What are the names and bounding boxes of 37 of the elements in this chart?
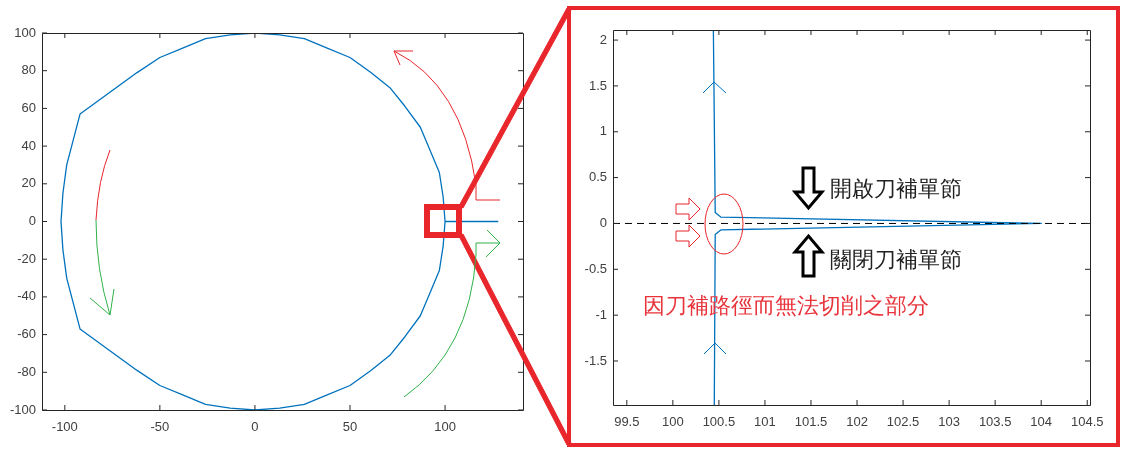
y-tick-label: 100 <box>14 24 36 40</box>
y-tick-label: 0 <box>28 213 36 229</box>
x-tick-label: 103.5 <box>978 414 1012 430</box>
y-tick-label: -60 <box>17 326 36 342</box>
y-tick-label: -1.5 <box>584 352 607 368</box>
x-tick-label: -50 <box>150 419 170 435</box>
x-tick-label: 100 <box>662 414 684 430</box>
x-tick-label: 104 <box>1030 414 1053 430</box>
annotation: 開啟刀補單節 <box>830 175 963 204</box>
y-tick-label: 20 <box>21 175 36 191</box>
annotation: 關閉刀補單節 <box>830 246 963 275</box>
x-tick-label: 50 <box>342 419 358 435</box>
y-tick-label: 1 <box>599 123 607 139</box>
x-tick-label: -100 <box>51 419 78 435</box>
y-tick-label: 40 <box>21 137 36 153</box>
y-tick-label: 2 <box>599 31 607 47</box>
y-tick-label: 80 <box>21 62 36 78</box>
y-tick-label: -100 <box>9 401 36 417</box>
y-tick-label: -0.5 <box>584 260 607 276</box>
y-tick-label: 60 <box>21 99 36 115</box>
x-tick-label: 101 <box>754 414 776 430</box>
x-tick-label: 102.5 <box>886 414 920 430</box>
x-tick-label: 99.5 <box>614 414 640 430</box>
y-tick-label: 0.5 <box>588 169 607 185</box>
x-tick-label: 102 <box>846 414 868 430</box>
x-tick-label: 100.5 <box>702 414 736 430</box>
x-tick-label: 104.5 <box>1070 414 1104 430</box>
y-tick-label: -1 <box>595 306 607 322</box>
x-tick-label: 100 <box>434 419 456 435</box>
y-tick-label: -40 <box>17 288 36 304</box>
x-tick-label: 103 <box>938 414 960 430</box>
y-tick-label: -20 <box>17 250 36 266</box>
y-tick-label: 0 <box>599 215 607 231</box>
y-tick-label: 1.5 <box>588 77 607 93</box>
x-tick-label: 101.5 <box>794 414 828 430</box>
x-tick-label: 0 <box>251 419 259 435</box>
y-tick-label: -80 <box>17 363 36 379</box>
